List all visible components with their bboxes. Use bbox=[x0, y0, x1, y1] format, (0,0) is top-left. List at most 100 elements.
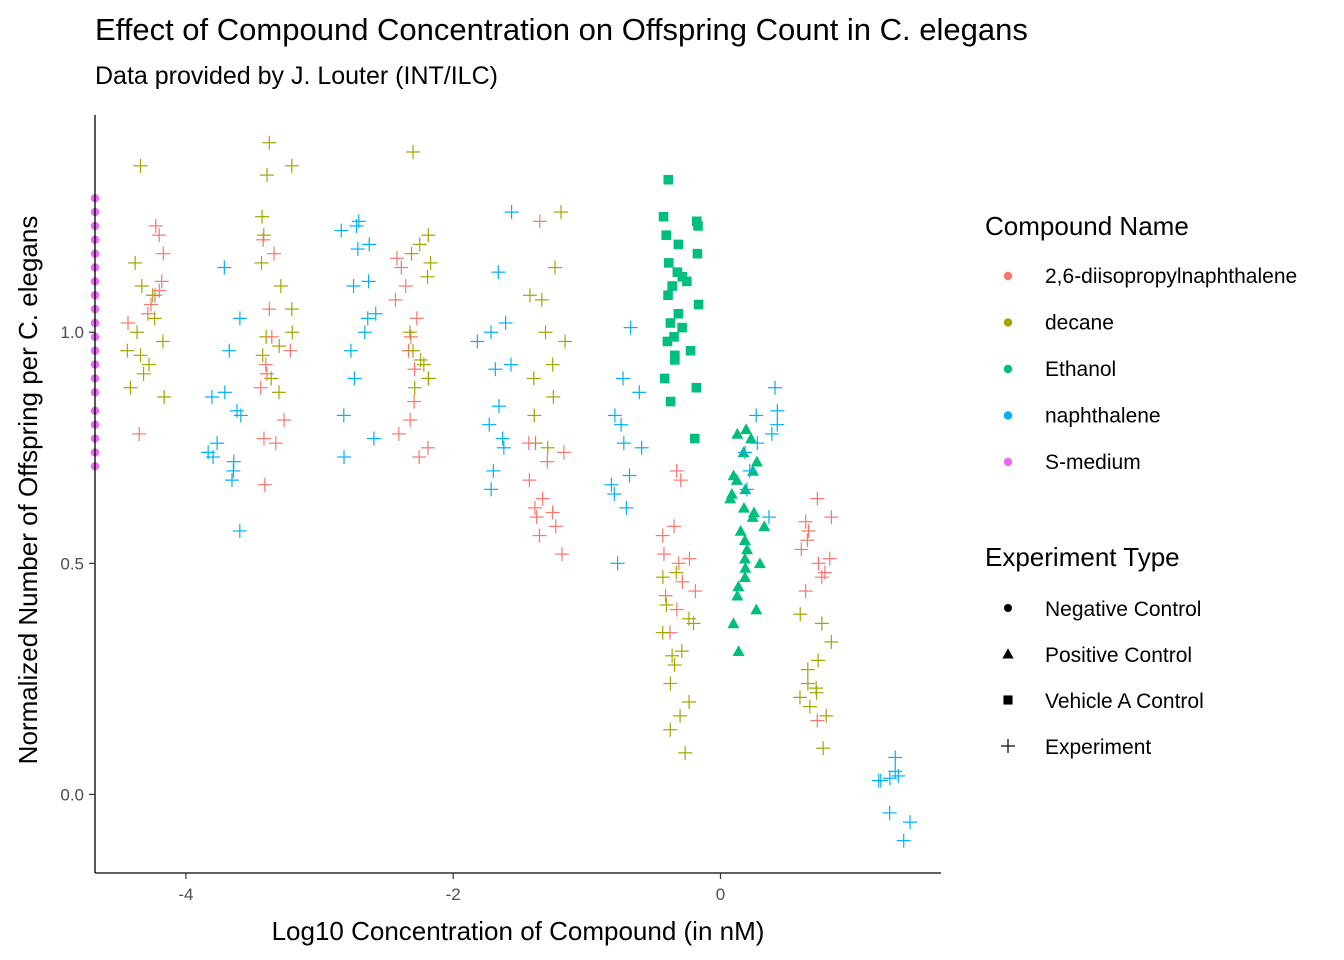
data-point bbox=[739, 561, 752, 573]
data-point bbox=[693, 299, 704, 310]
data-point bbox=[623, 320, 638, 335]
data-point bbox=[147, 311, 162, 326]
data-point bbox=[470, 334, 485, 349]
data-point bbox=[658, 211, 669, 222]
data-point bbox=[811, 653, 826, 668]
data-point bbox=[423, 255, 438, 270]
data-point bbox=[659, 597, 674, 612]
data-point bbox=[546, 389, 561, 404]
data-point bbox=[416, 357, 431, 372]
data-point bbox=[360, 311, 375, 326]
data-point bbox=[540, 440, 555, 455]
data-point bbox=[800, 533, 815, 548]
data-point bbox=[800, 662, 815, 677]
data-point bbox=[809, 685, 824, 700]
chart-title: Effect of Compound Concentration on Offs… bbox=[95, 12, 1028, 47]
data-point bbox=[665, 318, 676, 328]
legend-color-title: Compound Name bbox=[985, 211, 1189, 241]
data-point bbox=[285, 325, 300, 340]
legend-color-label: S-medium bbox=[1045, 451, 1141, 474]
data-point bbox=[522, 288, 537, 303]
data-point bbox=[488, 362, 503, 377]
data-point bbox=[731, 589, 744, 601]
data-point bbox=[604, 477, 619, 492]
data-point bbox=[619, 500, 634, 515]
data-point bbox=[888, 750, 903, 765]
data-point bbox=[746, 511, 759, 522]
data-point bbox=[262, 135, 277, 150]
data-point bbox=[262, 302, 277, 317]
data-point bbox=[362, 237, 377, 252]
data-point bbox=[801, 523, 816, 538]
data-point bbox=[336, 408, 351, 423]
data-point bbox=[814, 570, 829, 585]
data-point bbox=[665, 396, 676, 407]
data-point bbox=[132, 426, 147, 441]
data-point bbox=[655, 570, 670, 585]
data-point bbox=[123, 380, 138, 395]
data-point bbox=[420, 269, 435, 284]
data-point bbox=[669, 355, 680, 365]
y-axis-title: Normalized Number of Offspring per C. el… bbox=[13, 216, 43, 765]
data-point bbox=[632, 385, 647, 400]
data-point bbox=[738, 552, 751, 564]
data-point bbox=[253, 380, 268, 395]
data-point bbox=[810, 713, 825, 728]
data-point bbox=[412, 450, 427, 465]
data-point bbox=[226, 463, 241, 478]
data-point bbox=[742, 463, 757, 478]
y-tick-label: 0.5 bbox=[60, 554, 84, 573]
data-point bbox=[484, 325, 499, 340]
data-point bbox=[538, 325, 553, 340]
data-point bbox=[368, 306, 383, 321]
data-point bbox=[614, 417, 629, 432]
data-point bbox=[669, 332, 679, 342]
data-point bbox=[616, 371, 631, 386]
legend-color-key bbox=[1003, 364, 1013, 374]
data-point bbox=[256, 431, 271, 446]
data-point bbox=[421, 440, 436, 455]
data-point bbox=[662, 336, 673, 347]
data-point bbox=[260, 168, 275, 183]
data-point bbox=[405, 343, 420, 358]
data-point bbox=[548, 260, 563, 275]
data-point bbox=[346, 279, 361, 294]
data-point bbox=[491, 399, 506, 414]
data-point bbox=[267, 246, 282, 261]
data-point bbox=[232, 311, 247, 326]
data-point bbox=[527, 408, 542, 423]
data-point bbox=[402, 325, 417, 340]
data-point bbox=[350, 242, 365, 257]
data-point bbox=[792, 690, 807, 705]
data-point bbox=[361, 274, 376, 289]
data-point bbox=[758, 520, 771, 532]
data-point bbox=[891, 768, 906, 783]
data-point bbox=[389, 251, 404, 266]
data-point bbox=[685, 345, 696, 356]
data-point bbox=[882, 771, 897, 786]
data-point bbox=[156, 246, 171, 261]
legend-color-label: naphthalene bbox=[1045, 405, 1161, 428]
data-point bbox=[217, 385, 232, 400]
data-point bbox=[144, 297, 159, 312]
data-point bbox=[824, 634, 839, 649]
data-point bbox=[693, 221, 703, 231]
data-point bbox=[663, 722, 678, 737]
data-point bbox=[556, 445, 571, 460]
data-point bbox=[398, 279, 413, 294]
data-point bbox=[677, 322, 687, 333]
data-point bbox=[545, 357, 560, 372]
data-point bbox=[534, 292, 549, 307]
data-point bbox=[810, 491, 825, 506]
data-point bbox=[527, 500, 542, 515]
data-point bbox=[388, 292, 403, 307]
data-point bbox=[824, 510, 839, 525]
data-point bbox=[658, 588, 673, 603]
data-point bbox=[663, 676, 678, 691]
data-point bbox=[268, 436, 283, 451]
data-point bbox=[689, 433, 700, 444]
data-point bbox=[686, 616, 701, 631]
y-tick-label: 1.0 bbox=[60, 323, 84, 342]
data-point bbox=[730, 474, 743, 485]
data-point bbox=[277, 413, 292, 428]
